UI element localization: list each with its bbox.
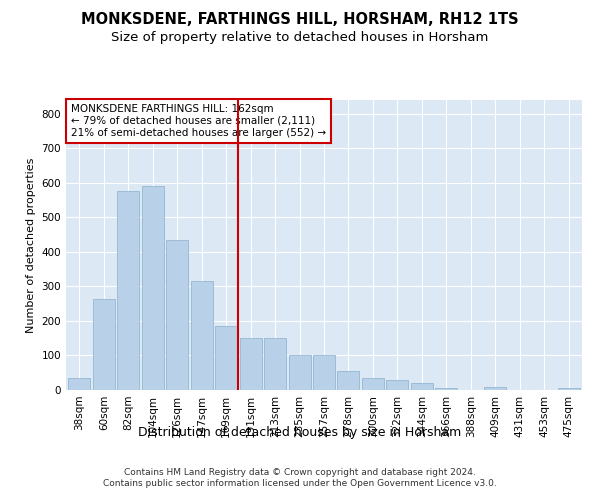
Text: Size of property relative to detached houses in Horsham: Size of property relative to detached ho… (112, 31, 488, 44)
Bar (411, 383, 433, 390)
Bar (313, 356, 335, 390)
Bar (289, 356, 311, 390)
Text: MONKSDENE FARTHINGS HILL: 162sqm
← 79% of detached houses are smaller (2,111)
21: MONKSDENE FARTHINGS HILL: 162sqm ← 79% o… (71, 104, 326, 138)
Bar (362, 378, 384, 390)
Bar (264, 338, 286, 390)
Y-axis label: Number of detached properties: Number of detached properties (26, 158, 36, 332)
Bar (191, 281, 213, 390)
Bar (166, 240, 188, 390)
Bar (435, 388, 457, 390)
Bar (93, 298, 115, 390)
Bar (239, 338, 262, 390)
Bar (118, 192, 139, 390)
Bar (215, 326, 237, 390)
Bar (142, 186, 164, 390)
Bar (68, 378, 91, 390)
Bar (337, 371, 359, 390)
Bar (386, 380, 409, 390)
Text: MONKSDENE, FARTHINGS HILL, HORSHAM, RH12 1TS: MONKSDENE, FARTHINGS HILL, HORSHAM, RH12… (81, 12, 519, 28)
Bar (557, 388, 580, 390)
Text: Distribution of detached houses by size in Horsham: Distribution of detached houses by size … (139, 426, 461, 439)
Text: Contains HM Land Registry data © Crown copyright and database right 2024.
Contai: Contains HM Land Registry data © Crown c… (103, 468, 497, 487)
Bar (484, 386, 506, 390)
